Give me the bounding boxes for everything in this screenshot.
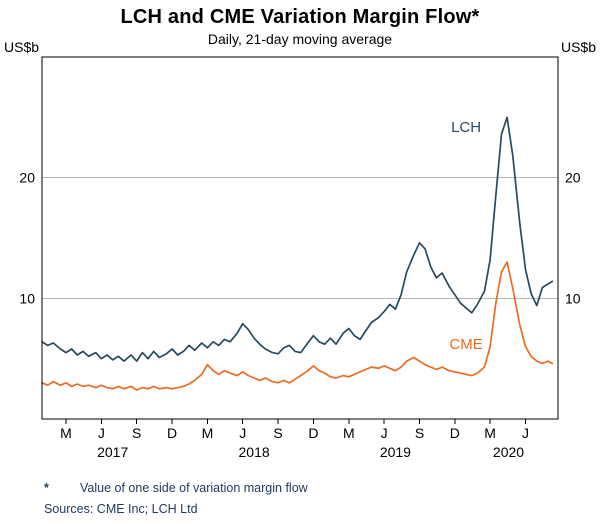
sources-text: Sources: CME Inc; LCH Ltd <box>44 502 198 516</box>
series-line-lch <box>41 116 554 362</box>
x-tick-label: D <box>167 425 177 441</box>
x-tick-label: S <box>132 425 141 441</box>
x-tick-label: D <box>308 425 318 441</box>
x-tick-label: J <box>522 425 529 441</box>
series-line-cme <box>41 261 554 391</box>
x-tick-label: M <box>60 425 72 441</box>
x-tick-label: S <box>273 425 282 441</box>
series-label-cme: CME <box>449 336 482 353</box>
x-tick-label: M <box>484 425 496 441</box>
footnote-text: Value of one side of variation margin fl… <box>80 481 308 495</box>
x-tick-label: M <box>343 425 355 441</box>
chart-title: LCH and CME Variation Margin Flow* <box>120 6 480 28</box>
chart-subtitle: Daily, 21-day moving average <box>207 31 393 47</box>
x-tick-label: S <box>415 425 424 441</box>
x-year-label: 2020 <box>493 444 524 460</box>
x-tick-label: M <box>202 425 214 441</box>
y-tick-label-right: 10 <box>565 290 581 306</box>
x-tick-label: D <box>450 425 460 441</box>
y-tick-label-left: 20 <box>19 170 35 186</box>
y-tick-label-right: 20 <box>565 170 581 186</box>
x-year-label: 2017 <box>97 444 128 460</box>
x-tick-label: J <box>239 425 246 441</box>
y-axis-unit-left: US$b <box>4 39 39 55</box>
x-year-label: 2018 <box>239 444 270 460</box>
series-label-lch: LCH <box>451 119 481 136</box>
x-tick-label: J <box>98 425 105 441</box>
y-axis-unit-right: US$b <box>561 39 596 55</box>
plot-frame <box>41 56 559 420</box>
x-year-label: 2019 <box>380 444 411 460</box>
footnote-marker: * <box>44 481 49 495</box>
x-tick-label: J <box>381 425 388 441</box>
y-tick-label-left: 10 <box>19 290 35 306</box>
